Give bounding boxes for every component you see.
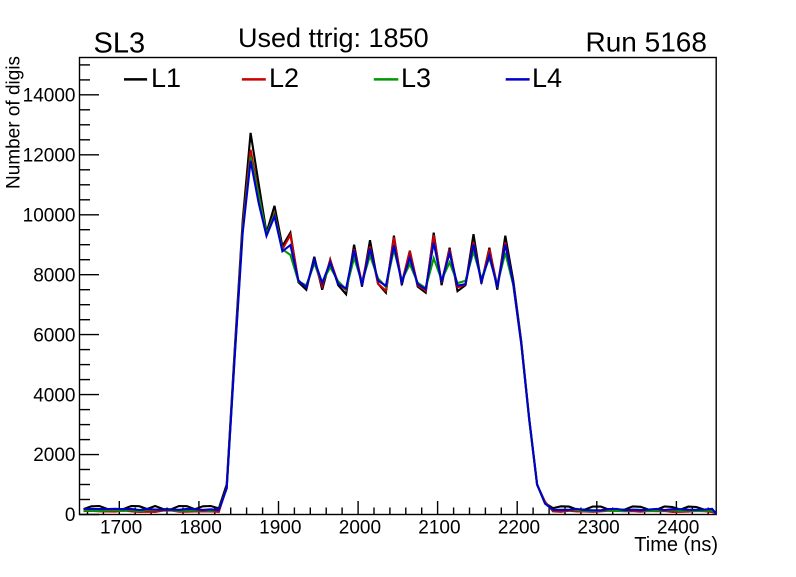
svg-text:10000: 10000 — [23, 205, 76, 226]
svg-text:L3: L3 — [401, 63, 431, 93]
svg-text:L4: L4 — [532, 63, 562, 93]
svg-text:2200: 2200 — [498, 518, 540, 539]
svg-text:2100: 2100 — [418, 518, 460, 539]
svg-text:Number of digis: Number of digis — [4, 56, 25, 189]
svg-text:1700: 1700 — [100, 518, 142, 539]
svg-text:2000: 2000 — [339, 518, 381, 539]
svg-text:8000: 8000 — [33, 265, 75, 286]
svg-text:14000: 14000 — [23, 86, 76, 107]
svg-text:4000: 4000 — [33, 385, 75, 406]
svg-text:1800: 1800 — [180, 518, 222, 539]
svg-text:L2: L2 — [269, 63, 299, 93]
svg-text:0: 0 — [65, 505, 76, 526]
svg-text:L1: L1 — [151, 63, 181, 93]
svg-text:SL3: SL3 — [94, 28, 146, 60]
svg-text:12000: 12000 — [23, 146, 76, 167]
svg-text:1900: 1900 — [259, 518, 301, 539]
svg-text:6000: 6000 — [33, 325, 75, 346]
svg-text:Run 5168: Run 5168 — [586, 27, 707, 58]
svg-text:2300: 2300 — [577, 518, 619, 539]
svg-text:2000: 2000 — [33, 445, 75, 466]
svg-text:Used ttrig: 1850: Used ttrig: 1850 — [238, 23, 429, 53]
svg-text:Time (ns): Time (ns) — [634, 534, 718, 556]
svg-text:2400: 2400 — [657, 518, 699, 539]
